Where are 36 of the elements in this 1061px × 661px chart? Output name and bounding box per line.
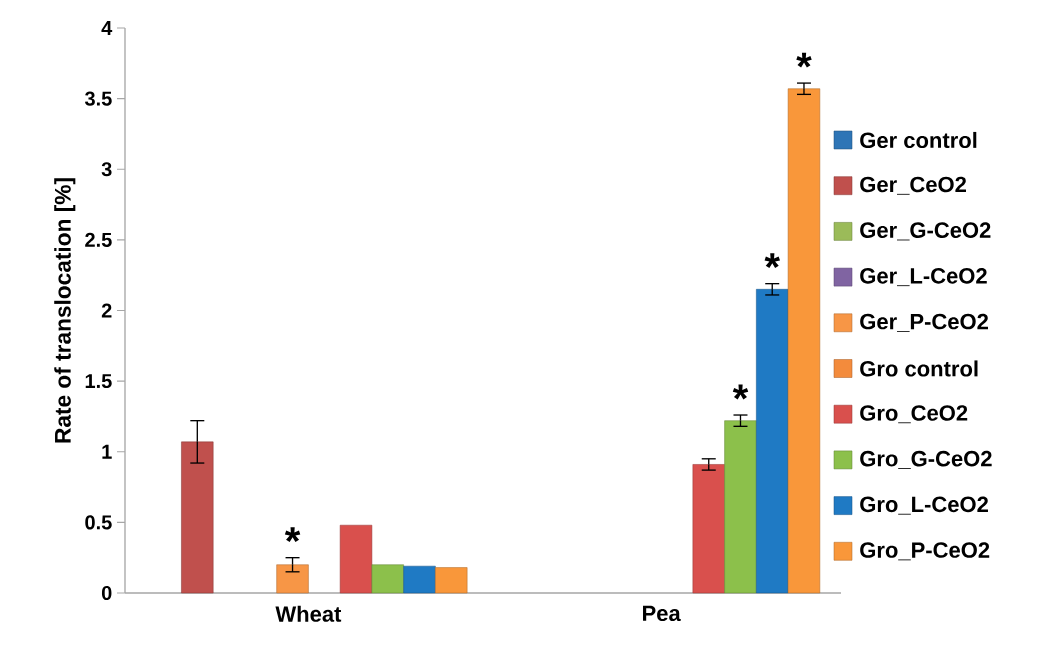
- legend-label: Ger control: [860, 131, 977, 149]
- y-tick-label: 2.5: [85, 232, 112, 247]
- legend-label: Gro_L-CeO2: [860, 496, 988, 515]
- y-tick-label: 4: [101, 21, 113, 35]
- bar: [756, 289, 789, 594]
- legend-label: Ger_G-CeO2: [860, 222, 991, 241]
- legend-label: Ger_CeO2: [860, 176, 966, 195]
- data-label: *: [284, 527, 301, 543]
- y-tick-label: 0.5: [85, 515, 112, 530]
- bar: [787, 88, 821, 594]
- data-label: *: [732, 384, 749, 400]
- legend-label: Ger_L-CeO2: [860, 268, 987, 287]
- y-tick-label: 2: [101, 303, 112, 318]
- bar: [692, 464, 725, 594]
- legend-label: Gro_G-CeO2: [860, 450, 992, 469]
- x-tick-label: Pea: [643, 605, 681, 622]
- legend-label: Gro control: [860, 360, 978, 377]
- bar: [339, 524, 373, 594]
- bar: [435, 567, 468, 594]
- bar: [276, 564, 309, 594]
- y-tick-label: 3: [101, 162, 112, 177]
- legend-label: Ger_P-CeO2: [860, 313, 988, 332]
- bar: [403, 565, 436, 594]
- legend-label: Gro_P-CeO2: [860, 542, 990, 561]
- data-label: *: [796, 52, 812, 68]
- bar: [724, 420, 757, 594]
- y-axis-title: Rate of translocation [%]: [54, 178, 76, 443]
- y-tick-label: 0: [101, 585, 112, 601]
- bar: [371, 564, 404, 594]
- legend-label: Gro_CeO2: [860, 405, 968, 424]
- y-tick-label: 3.5: [84, 91, 112, 106]
- y-tick-label: 1: [102, 444, 112, 459]
- x-tick-label: Wheat: [275, 605, 342, 622]
- data-label: *: [764, 253, 780, 269]
- bar: [181, 441, 214, 594]
- y-tick-label: 1.5: [85, 374, 112, 389]
